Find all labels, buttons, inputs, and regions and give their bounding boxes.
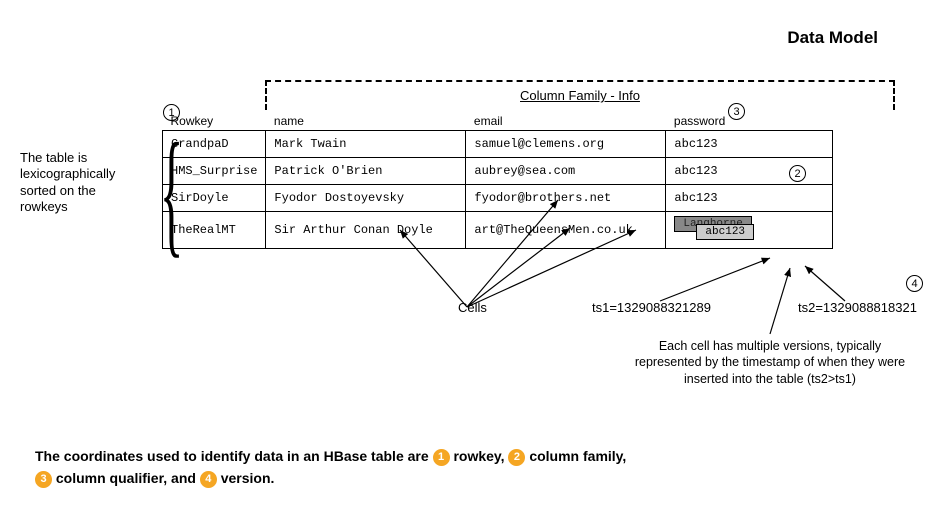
cell-rowkey: TheRealMT [163, 212, 266, 249]
column-family-header: 2 Column Family - Info [265, 80, 895, 110]
table-row: SirDoyle Fyodor Dostoyevsky fyodor@broth… [163, 185, 833, 212]
cell-name: Patrick O'Brien [266, 158, 466, 185]
cell-name: Sir Arthur Conan Doyle [266, 212, 466, 249]
header-email: email [466, 110, 666, 131]
caption-marker-4: 4 [200, 471, 217, 488]
caption-marker-3: 3 [35, 471, 52, 488]
cell-password: abc123 [666, 158, 833, 185]
cell-password: abc123 [666, 131, 833, 158]
column-family-label: Column Family - Info [520, 88, 640, 103]
cell-email: art@TheQueensMen.co.uk [466, 212, 666, 249]
cell-rowkey: GrandpaD [163, 131, 266, 158]
table-header-row: Rowkey name email password [163, 110, 833, 131]
caption-and: and [171, 470, 200, 486]
caption-marker-1: 1 [433, 449, 450, 466]
cell-email: aubrey@sea.com [466, 158, 666, 185]
page-title: Data Model [787, 28, 878, 48]
caption-kw-cf: column family, [529, 448, 626, 464]
cells-label: Cells [458, 300, 487, 315]
ts2-label: ts2=1329088818321 [798, 300, 917, 315]
header-password: password [666, 110, 833, 131]
caption-kw-qual: column qualifier, [56, 470, 167, 486]
cell-name: Mark Twain [266, 131, 466, 158]
version-cell-new: abc123 [696, 224, 754, 240]
side-note: The table is lexicographically sorted on… [20, 150, 135, 215]
caption-text: The coordinates used to identify data in… [35, 448, 433, 464]
cell-email: samuel@clemens.org [466, 131, 666, 158]
caption-kw-version: version. [221, 470, 275, 486]
ts1-label: ts1=1329088321289 [592, 300, 711, 315]
cell-password: abc123 [666, 185, 833, 212]
hbase-table: Rowkey name email password GrandpaD Mark… [162, 110, 833, 249]
table-row: GrandpaD Mark Twain samuel@clemens.org a… [163, 131, 833, 158]
marker-version: 4 [906, 275, 923, 292]
header-name: name [266, 110, 466, 131]
header-rowkey: Rowkey [163, 110, 266, 131]
cell-rowkey: HMS_Surprise [163, 158, 266, 185]
table-row: TheRealMT Sir Arthur Conan Doyle art@The… [163, 212, 833, 249]
cell-password-versioned: Langhorne abc123 [666, 212, 833, 249]
caption: The coordinates used to identify data in… [35, 445, 915, 490]
caption-kw-rowkey-text: rowkey, [453, 448, 504, 464]
cell-name: Fyodor Dostoyevsky [266, 185, 466, 212]
cell-email: fyodor@brothers.net [466, 185, 666, 212]
table-row: HMS_Surprise Patrick O'Brien aubrey@sea.… [163, 158, 833, 185]
caption-marker-2: 2 [508, 449, 525, 466]
versions-note: Each cell has multiple versions, typical… [625, 338, 915, 387]
cell-rowkey: SirDoyle [163, 185, 266, 212]
